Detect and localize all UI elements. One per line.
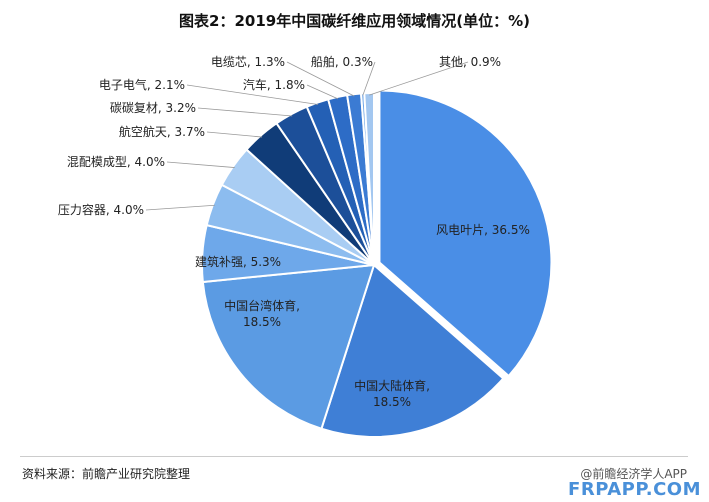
publisher-logo: @前瞻经济学人APP <box>580 467 687 481</box>
slice-label: 其他, 0.9% <box>439 55 501 69</box>
footer-divider <box>20 456 688 457</box>
chart-title: 图表2：2019年中国碳纤维应用领域情况(单位：%) <box>179 12 530 30</box>
leader-line <box>362 61 376 96</box>
pie-slice <box>201 263 376 431</box>
slice-label: 中国大陆体育, 18.5% <box>354 378 430 409</box>
source-note: 资料来源：前瞻产业研究院整理 <box>22 467 191 481</box>
leader-line <box>186 84 319 105</box>
slice-label: 混配模成型, 4.0% <box>67 155 165 169</box>
slice-label: 压力容器, 4.0% <box>58 202 144 217</box>
leader-line <box>206 131 263 138</box>
slice-label: 电子电气, 2.1% <box>99 77 185 92</box>
slice-label: 航空航天, 3.7% <box>119 124 205 139</box>
watermark-text: FRPAPP.COM <box>568 479 701 500</box>
slice-label: 船舶, 0.3% <box>311 54 373 69</box>
slice-label: 风电叶片, 36.5% <box>436 223 530 237</box>
pie-slice <box>378 89 553 378</box>
pie-slice <box>363 91 375 266</box>
leader-line <box>197 107 293 117</box>
pie-slice <box>320 263 505 438</box>
slice-label: 中国台湾体育, 18.5% <box>224 298 300 329</box>
leader-line <box>306 84 339 100</box>
slice-label: 碳碳复材, 3.2% <box>110 101 196 115</box>
slice-label: 汽车, 1.8% <box>243 77 305 92</box>
slice-label: 建筑补强, 5.3% <box>195 254 281 269</box>
pie-chart: 风电叶片, 36.5% 中国大陆体育, 18.5% 中国台湾体育, 18.5% 建筑补强,… <box>58 54 553 438</box>
slice-label: 电缆芯, 1.3% <box>211 55 285 69</box>
leader-line <box>166 161 235 168</box>
leader-line <box>369 61 469 96</box>
leader-line <box>145 204 215 211</box>
leader-line <box>286 61 355 97</box>
